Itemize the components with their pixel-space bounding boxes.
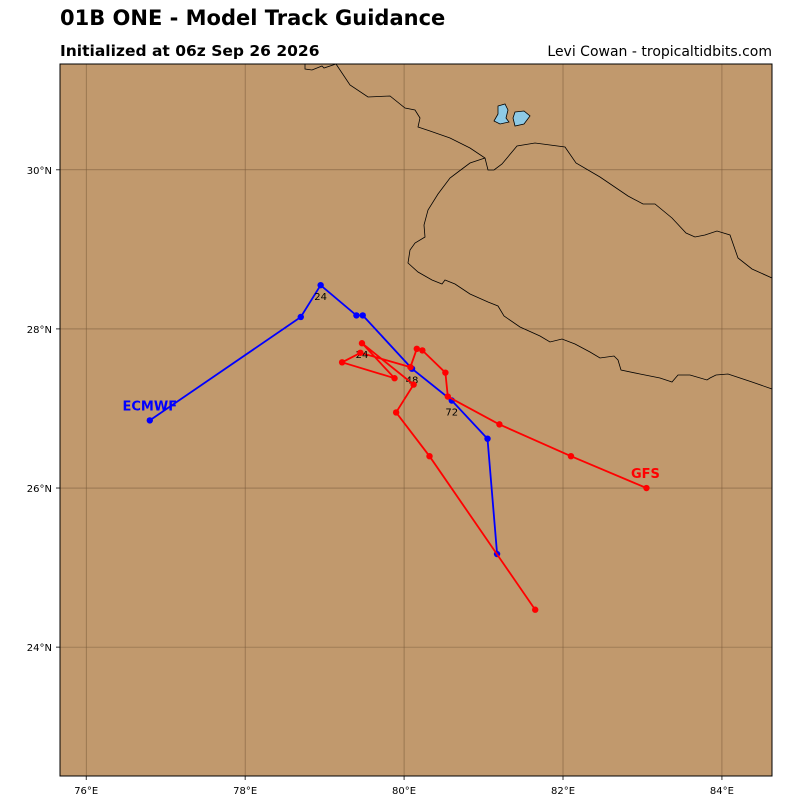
- ecmwf-forecast-hour-label: 48: [406, 376, 419, 387]
- lon-tick-label: 78°E: [233, 786, 257, 797]
- border-line-nepal-west: [335, 63, 773, 279]
- gfs-model-label: GFS: [631, 467, 660, 482]
- gfs-track-point: [392, 409, 400, 416]
- lon-tick-label: 84°E: [710, 786, 734, 797]
- land-background: [60, 64, 772, 776]
- gfs-track-point: [426, 452, 433, 460]
- lat-tick-label: 24°N: [27, 643, 52, 654]
- gfs-track-point: [444, 393, 451, 400]
- ecmwf-model-label: ECMWF: [123, 399, 178, 414]
- gfs-track-point: [531, 606, 539, 613]
- map-frame: [59, 63, 773, 777]
- gfs-track-point: [413, 345, 420, 352]
- lat-tick-label: 30°N: [27, 166, 52, 177]
- gfs-track-point: [643, 484, 650, 492]
- lake-1: [493, 103, 510, 125]
- gfs-track-line: [339, 342, 647, 611]
- lat-tick-label: 28°N: [27, 325, 52, 336]
- map-title: 01B ONE - Model Track Guidance: [60, 6, 446, 30]
- lake-2: [512, 110, 531, 127]
- ecmwf-track-point: [359, 312, 366, 319]
- ecmwf-track-point: [484, 435, 491, 442]
- credit-text: Levi Cowan - tropicaltidbits.com: [547, 44, 772, 60]
- model-tracks: 24 48 72 ECMWF 24 GFS: [123, 281, 660, 613]
- gfs-track-point: [358, 340, 366, 347]
- lon-tick-label: 82°E: [551, 786, 575, 797]
- ecmwf-track-point: [353, 312, 360, 319]
- gfs-track-point: [407, 363, 414, 371]
- gfs-track-point: [391, 375, 398, 382]
- lat-tick-label: 26°N: [27, 484, 52, 495]
- init-time-subtitle: Initialized at 06z Sep 26 2026: [60, 42, 320, 60]
- lon-tick-label: 76°E: [74, 786, 98, 797]
- border-line-nepal-south: [407, 157, 773, 390]
- ecmwf-forecast-hour-label: 24: [314, 292, 327, 303]
- border-line-north: [304, 63, 337, 71]
- gfs-track-point: [419, 347, 426, 354]
- ecmwf-track-point: [146, 417, 153, 424]
- axis-ticks: 76°E 78°E 80°E 82°E 84°E 24°N 26°N 28°N 30°N: [27, 166, 734, 797]
- gfs-track-point: [410, 381, 417, 388]
- gfs-track-point: [357, 349, 364, 356]
- coastlines-borders: [304, 63, 773, 390]
- gfs-track-point: [567, 452, 575, 460]
- ecmwf-forecast-hour-label: 72: [445, 408, 458, 419]
- gfs-track-point: [496, 421, 503, 428]
- lon-tick-label: 80°E: [392, 786, 416, 797]
- graticule: [60, 64, 772, 776]
- ecmwf-track-point: [297, 313, 304, 321]
- ecmwf-track-point: [317, 281, 324, 289]
- gfs-track-point: [442, 369, 449, 376]
- gfs-forecast-hour-label: 24: [356, 350, 369, 361]
- gfs-track-point: [338, 359, 346, 366]
